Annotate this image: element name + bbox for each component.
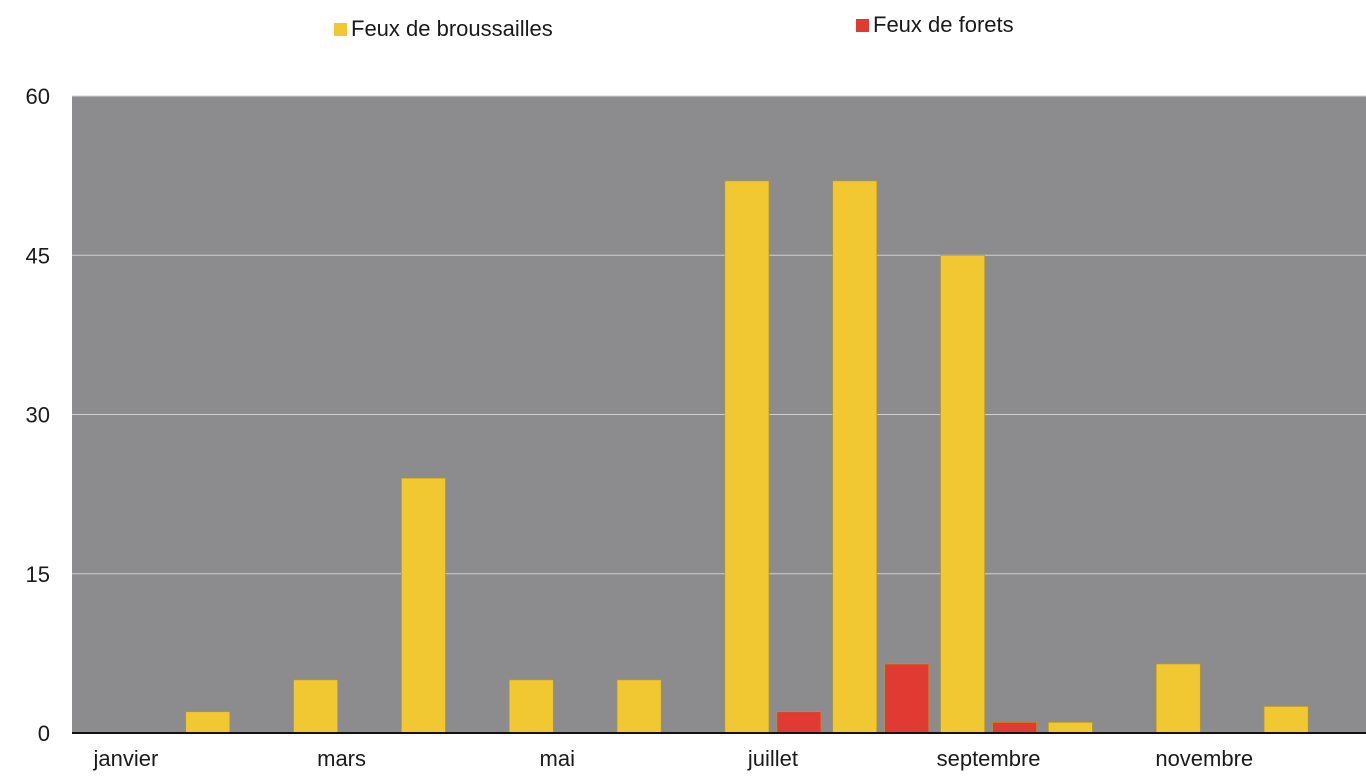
bar-broussailles-février bbox=[185, 711, 231, 734]
bar-forets-septembre bbox=[992, 722, 1037, 734]
gridlines bbox=[72, 95, 1366, 575]
y-tick-label-45: 45 bbox=[26, 243, 50, 268]
y-tick-label-60: 60 bbox=[26, 84, 50, 109]
y-tick-label-15: 15 bbox=[26, 562, 50, 587]
x-tick-label-janvier: janvier bbox=[93, 746, 159, 771]
legend-swatch-feux-de-broussailles bbox=[334, 23, 347, 36]
x-tick-label-novembre: novembre bbox=[1155, 746, 1253, 771]
bar-broussailles-août bbox=[832, 180, 878, 734]
legend-label-feux-de-broussailles: Feux de broussailles bbox=[351, 16, 553, 41]
bar-broussailles-juin bbox=[616, 679, 662, 734]
y-tick-label-30: 30 bbox=[26, 403, 50, 428]
bar-broussailles-juillet bbox=[724, 180, 770, 734]
y-tick-label-0: 0 bbox=[38, 721, 50, 746]
bar-broussailles-avril bbox=[401, 477, 446, 734]
legend: Feux de broussailles Feux de forets bbox=[334, 12, 1014, 41]
x-tick-label-mars: mars bbox=[317, 746, 366, 771]
bar-broussailles-septembre bbox=[940, 254, 985, 734]
bars bbox=[185, 180, 1309, 734]
legend-label-feux-de-forets: Feux de forets bbox=[873, 12, 1014, 37]
bar-broussailles-octobre bbox=[1048, 722, 1093, 734]
x-tick-label-mai: mai bbox=[540, 746, 575, 771]
legend-swatch-feux-de-forets bbox=[856, 19, 869, 32]
x-tick-label-juillet: juillet bbox=[747, 746, 798, 771]
bar-broussailles-décembre bbox=[1263, 706, 1309, 734]
bar-broussailles-mai bbox=[508, 679, 554, 734]
bar-broussailles-mars bbox=[293, 679, 338, 734]
bar-broussailles-novembre bbox=[1155, 663, 1201, 734]
bar-forets-août bbox=[884, 663, 930, 734]
bar-forets-juillet bbox=[776, 711, 822, 734]
x-tick-label-septembre: septembre bbox=[937, 746, 1041, 771]
x-axis-tick-labels: janvier mars mai juillet septembre novembre bbox=[93, 746, 1254, 771]
y-axis-tick-labels: 0 15 30 45 60 bbox=[26, 84, 50, 746]
